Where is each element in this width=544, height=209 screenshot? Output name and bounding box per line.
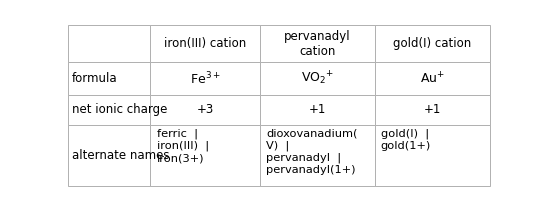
Bar xyxy=(374,95,490,125)
Bar xyxy=(260,62,374,95)
Text: alternate names: alternate names xyxy=(72,149,170,162)
Bar xyxy=(150,95,260,125)
Text: Fe$^{3+}$: Fe$^{3+}$ xyxy=(190,70,220,87)
Bar xyxy=(374,25,490,62)
Bar xyxy=(260,125,374,186)
Text: Au$^{+}$: Au$^{+}$ xyxy=(419,71,444,86)
Text: dioxovanadium(
V)  |
pervanadyl  |
pervanadyl(1+): dioxovanadium( V) | pervanadyl | pervana… xyxy=(266,129,357,175)
Text: +3: +3 xyxy=(196,103,214,116)
Text: gold(I)  |
gold(1+): gold(I) | gold(1+) xyxy=(381,129,431,151)
Text: VO$_2$$^{+}$: VO$_2$$^{+}$ xyxy=(301,70,333,87)
Text: net ionic charge: net ionic charge xyxy=(72,103,168,116)
Bar xyxy=(68,25,150,62)
Bar xyxy=(68,62,150,95)
Bar xyxy=(374,62,490,95)
Bar xyxy=(374,125,490,186)
Bar xyxy=(68,95,150,125)
Bar xyxy=(150,25,260,62)
Text: formula: formula xyxy=(72,72,118,85)
Bar xyxy=(68,125,150,186)
Bar xyxy=(150,125,260,186)
Text: ferric  |
iron(III)  |
iron(3+): ferric | iron(III) | iron(3+) xyxy=(157,129,209,163)
Bar xyxy=(260,25,374,62)
Bar xyxy=(150,62,260,95)
Text: +1: +1 xyxy=(423,103,441,116)
Text: +1: +1 xyxy=(308,103,326,116)
Text: gold(I) cation: gold(I) cation xyxy=(393,37,471,50)
Bar xyxy=(260,95,374,125)
Text: iron(III) cation: iron(III) cation xyxy=(164,37,246,50)
Text: pervanadyl
cation: pervanadyl cation xyxy=(284,30,350,58)
